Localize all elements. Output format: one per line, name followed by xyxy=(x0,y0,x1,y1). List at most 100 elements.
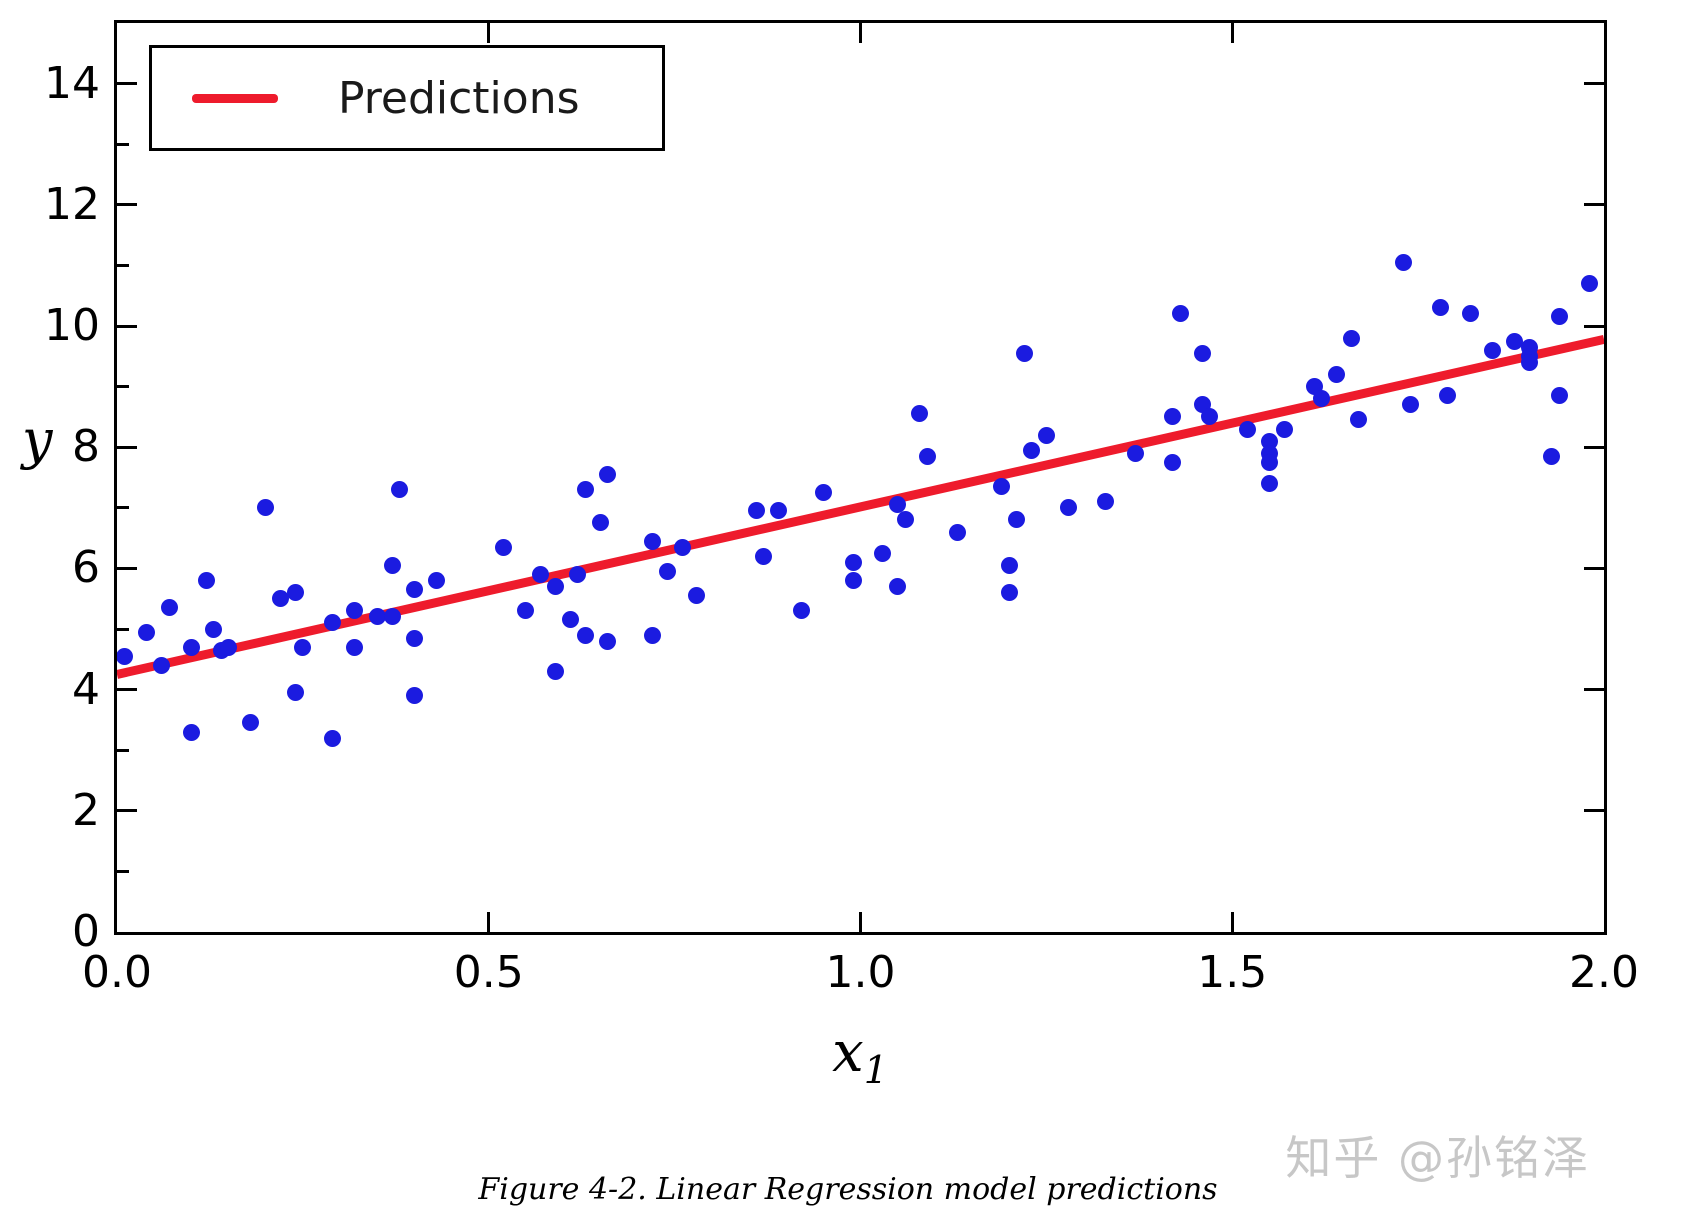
scatter-point xyxy=(562,611,580,629)
plot-area xyxy=(114,20,1607,935)
y-tick xyxy=(1584,203,1604,207)
y-tick xyxy=(117,324,137,328)
scatter-point xyxy=(1008,511,1026,529)
scatter-point xyxy=(1238,420,1256,438)
x-tick xyxy=(487,912,491,932)
x-tick-label: 1.5 xyxy=(1197,947,1268,998)
scatter-point xyxy=(844,572,862,590)
scatter-point xyxy=(1521,353,1539,371)
x-axis-label: x1 xyxy=(700,1020,1020,1092)
scatter-point xyxy=(792,602,810,620)
scatter-point xyxy=(272,590,290,608)
scatter-point xyxy=(591,514,609,532)
x-axis-label-base: x xyxy=(832,1020,864,1085)
y-axis-label: y xyxy=(22,408,53,471)
y-minor-tick xyxy=(117,748,129,752)
scatter-point xyxy=(599,632,617,650)
y-tick xyxy=(1584,688,1604,692)
y-tick-label: 8 xyxy=(72,421,100,473)
scatter-point xyxy=(547,578,565,596)
scatter-point xyxy=(517,602,535,620)
scatter-point xyxy=(205,620,223,638)
scatter-point xyxy=(346,638,364,656)
legend-label: Predictions xyxy=(338,72,580,124)
scatter-point xyxy=(1000,556,1018,574)
scatter-point xyxy=(755,547,773,565)
scatter-point xyxy=(948,523,966,541)
scatter-point xyxy=(257,499,275,517)
scatter-point xyxy=(576,481,594,499)
y-tick-label: 14 xyxy=(44,57,100,109)
scatter-point xyxy=(286,684,304,702)
scatter-point xyxy=(532,565,550,583)
y-tick xyxy=(117,809,137,813)
scatter-point xyxy=(182,638,200,656)
scatter-point xyxy=(495,538,513,556)
y-tick-label: 0 xyxy=(72,906,100,957)
scatter-point xyxy=(889,578,907,596)
scatter-point xyxy=(286,584,304,602)
scatter-point xyxy=(294,638,312,656)
scatter-point xyxy=(242,714,260,732)
scatter-point xyxy=(1543,447,1561,465)
y-tick-label: 4 xyxy=(72,663,100,715)
y-minor-tick xyxy=(117,142,129,146)
scatter-point xyxy=(324,729,342,747)
y-tick xyxy=(1584,566,1604,570)
scatter-point xyxy=(1461,305,1479,323)
scatter-point xyxy=(1327,365,1345,383)
x-tick xyxy=(1230,912,1234,932)
x-axis-label-subscript: 1 xyxy=(863,1048,888,1093)
scatter-point xyxy=(1194,344,1211,362)
scatter-point xyxy=(814,484,832,502)
scatter-point xyxy=(569,565,587,583)
scatter-point xyxy=(1580,275,1598,293)
y-tick xyxy=(117,445,137,449)
scatter-point xyxy=(391,481,409,499)
scatter-point xyxy=(747,502,765,520)
scatter-point xyxy=(1312,390,1330,408)
y-tick xyxy=(1584,445,1604,449)
watermark: 知乎 @孙铭泽 xyxy=(1285,1131,1590,1185)
scatter-point xyxy=(197,572,215,590)
scatter-point xyxy=(1201,408,1219,426)
y-tick-label: 12 xyxy=(44,178,100,230)
scatter-point xyxy=(346,602,364,620)
scatter-point xyxy=(138,623,156,641)
scatter-point xyxy=(688,587,706,605)
scatter-point xyxy=(220,638,238,656)
x-tick-label: 1.0 xyxy=(825,947,896,998)
scatter-point xyxy=(1342,329,1360,347)
scatter-point xyxy=(889,496,907,514)
scatter-point xyxy=(896,511,914,529)
scatter-point xyxy=(324,614,342,632)
scatter-point xyxy=(918,447,936,465)
scatter-point xyxy=(993,478,1011,496)
scatter-point xyxy=(874,544,892,562)
x-tick-label: 0.0 xyxy=(82,947,152,998)
scatter-point xyxy=(643,626,661,644)
scatter-point xyxy=(117,647,133,665)
y-minor-tick xyxy=(117,263,129,267)
scatter-point xyxy=(1164,408,1182,426)
scatter-point xyxy=(1037,426,1055,444)
scatter-point xyxy=(658,562,676,580)
scatter-point xyxy=(428,572,446,590)
scatter-point xyxy=(383,556,401,574)
y-minor-tick xyxy=(117,627,129,631)
scatter-point xyxy=(1164,453,1182,471)
scatter-point xyxy=(673,538,691,556)
y-tick-label: 2 xyxy=(72,784,100,836)
y-tick xyxy=(117,203,137,207)
scatter-point xyxy=(1060,499,1078,517)
y-tick xyxy=(1584,324,1604,328)
figure-caption: Figure 4-2. Linear Regression model pred… xyxy=(478,1172,1218,1207)
scatter-point xyxy=(576,626,594,644)
y-tick xyxy=(117,688,137,692)
scatter-point xyxy=(405,687,423,705)
scatter-point xyxy=(911,405,929,423)
scatter-point xyxy=(1275,420,1293,438)
scatter-point xyxy=(1394,253,1412,271)
scatter-point xyxy=(160,599,178,617)
scatter-point xyxy=(1260,453,1278,471)
